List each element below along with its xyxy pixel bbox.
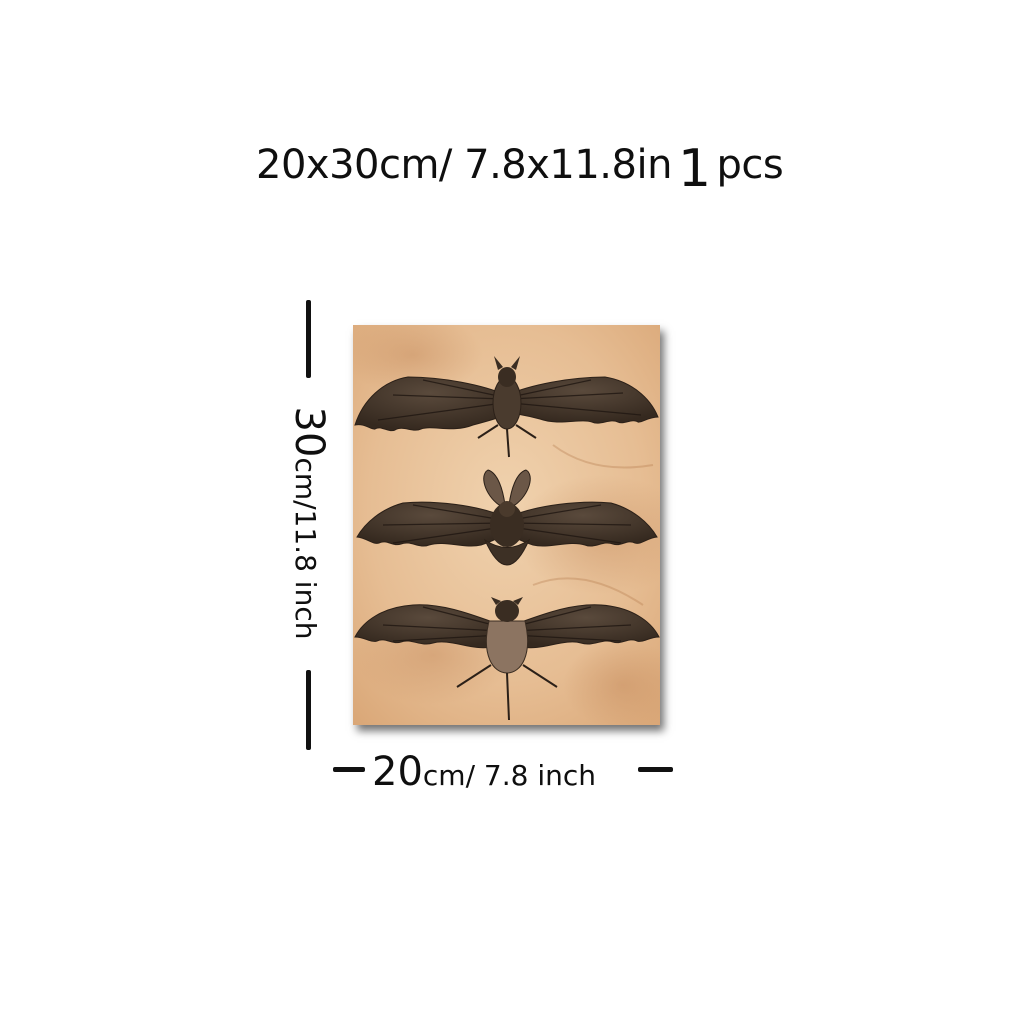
width-dimension-label: 20cm/ 7.8 inch [372,752,596,792]
product-size-headline: 20x30cm/ 7.8x11.8in 1 pcs [256,135,784,195]
height-dimension-label: 30cm/11.8 inch [286,406,332,640]
bat-3-icon [354,597,660,721]
height-dimension-line-top [306,300,311,378]
bat-1-icon [354,356,659,458]
width-dimension-line-right [638,767,673,772]
quantity-unit: pcs [716,142,784,188]
bat-2-icon [356,469,658,566]
size-text: 20x30cm/ 7.8x11.8in [256,142,672,188]
height-dimension-line-bottom [306,670,311,750]
quantity-number: 1 [677,139,711,199]
height-value: 30 [286,406,332,458]
bat-illustration [353,325,660,725]
width-unit: cm/ 7.8 inch [422,759,597,792]
width-dimension-line-left [333,767,365,772]
height-unit: cm/11.8 inch [289,457,322,640]
canvas-print-artwork [353,325,660,725]
width-value: 20 [372,749,423,795]
